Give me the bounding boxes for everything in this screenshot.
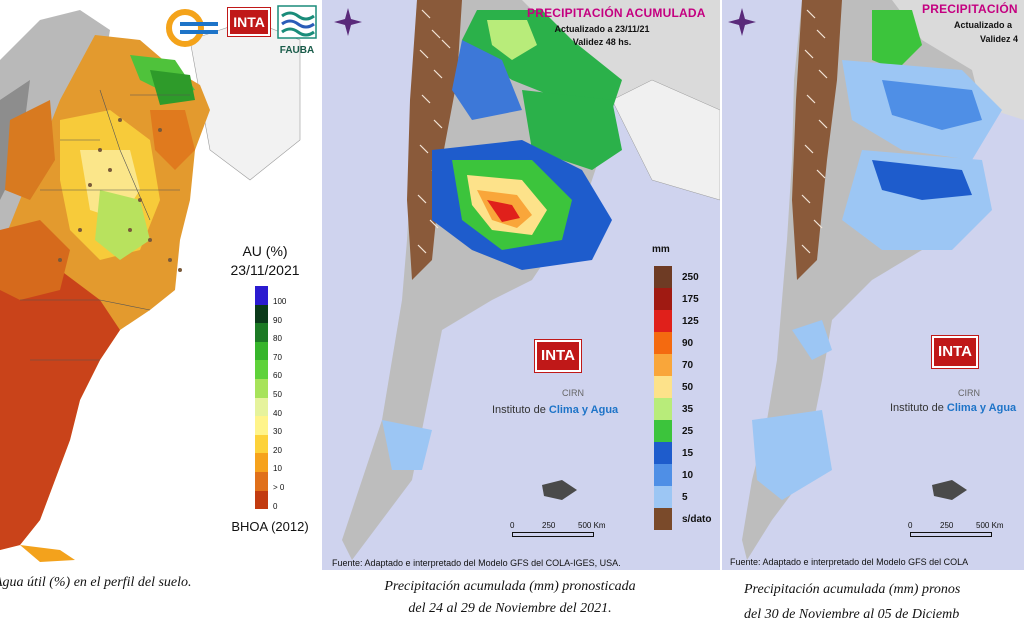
au-legend-label: 60 — [273, 371, 282, 381]
scale-bar-2 — [910, 532, 992, 537]
au-legend-swatch — [255, 490, 268, 510]
precip-map-panel-2: PRECIPITACIÓN Actualizado a Validez 4 IN… — [722, 0, 1024, 570]
scale-label-250-1: 250 — [542, 521, 556, 530]
precip-map-2 — [728, 0, 1024, 560]
precip-legend-swatch — [654, 508, 672, 530]
au-legend-label: 50 — [273, 390, 282, 399]
precip-legend-label: 25 — [682, 426, 694, 437]
au-legend-swatch — [255, 286, 268, 305]
inta-logo: INTA — [227, 7, 271, 37]
precip-legend-label: 35 — [682, 404, 694, 415]
institute-prefix-1: Instituto de — [492, 404, 549, 416]
precip-legend-label: 15 — [682, 448, 694, 459]
fauba-logo: FAUBA — [276, 4, 318, 56]
legend-title: AU (%) — [242, 243, 288, 259]
au-legend-swatch — [255, 379, 268, 398]
precip-title-2: PRECIPITACIÓN — [922, 2, 1018, 16]
precip-legend-swatch — [654, 464, 672, 486]
au-legend-swatch — [255, 360, 268, 379]
institute-highlight-2: Clima y Agua — [946, 402, 1017, 414]
cima-logo — [165, 8, 220, 48]
compass-rose-2 — [728, 8, 756, 36]
fauba-label: FAUBA — [279, 45, 315, 56]
precip-legend-swatch — [654, 398, 672, 420]
precip-legend-swatch — [654, 376, 672, 398]
cirn-label-2: CIRN — [958, 388, 980, 398]
au-legend-label: 100 — [273, 297, 287, 306]
precip-legend-swatch — [654, 420, 672, 442]
caption-precip-1a: Precipitación acumulada (mm) pronosticad… — [384, 579, 636, 594]
precip-legend-label: 125 — [682, 316, 699, 327]
institute-1: Instituto de Clima y Agua — [492, 404, 618, 416]
au-legend-swatch — [255, 304, 268, 324]
scale-bar-1 — [512, 532, 594, 537]
precip-legend-swatch — [654, 442, 672, 464]
caption-precip-2a: Precipitación acumulada (mm) pronos — [744, 582, 961, 597]
inta-logo-2: INTA — [931, 335, 979, 369]
au-legend-swatch — [255, 434, 268, 454]
precip-legend-label: s/dato — [682, 514, 712, 525]
au-legend-label: > 0 — [273, 483, 285, 492]
source-1: Fuente: Adaptado e interpretado del Mode… — [332, 558, 621, 568]
scale-label-0-2: 0 — [908, 521, 913, 530]
institute-highlight-1: Clima y Agua — [548, 404, 619, 416]
caption-precip-2b: del 30 de Noviembre al 05 de Diciemb — [744, 607, 960, 622]
scale-label-500-2: 500 Km — [976, 521, 1004, 530]
compass-rose — [334, 8, 362, 36]
au-legend-label: 90 — [273, 315, 282, 325]
legend-date: 23/11/2021 — [230, 262, 300, 278]
source-2: Fuente: Adaptado e interpretado del Mode… — [730, 557, 969, 567]
precip-title-1: PRECIPITACIÓN ACUMULADA — [527, 6, 706, 20]
au-legend-label: 10 — [273, 464, 282, 474]
precip-legend-label: 50 — [682, 382, 694, 393]
scale-label-500-1: 500 Km — [578, 521, 606, 530]
legend-footer: BHOA (2012) — [231, 519, 309, 534]
institute-2: Instituto de Clima y Agua — [890, 402, 1016, 414]
soil-water-map — [0, 10, 301, 562]
precip-legend-label: 70 — [682, 360, 694, 371]
precip-legend-label: 90 — [682, 338, 694, 349]
institute-prefix-2: Instituto de — [890, 402, 947, 414]
precip-legend-swatch — [654, 486, 672, 508]
caption-au: Agua útil (%) en el perfil del suelo. — [0, 575, 192, 590]
precip-updated-1: Actualizado a 23/11/21 — [554, 24, 650, 34]
precip-legend-swatch — [654, 354, 672, 376]
au-legend-label: 30 — [273, 427, 282, 437]
au-legend-swatch — [255, 472, 268, 491]
au-legend-label: 40 — [273, 408, 282, 418]
au-legend-swatch — [255, 341, 268, 361]
precip-legend-label: 175 — [682, 294, 699, 305]
inta-logo-1: INTA — [534, 339, 582, 373]
precip-map-1 — [334, 0, 720, 560]
au-legend-label: 20 — [273, 445, 282, 455]
caption-precip-1b: del 24 al 29 de Noviembre del 2021. — [408, 601, 612, 616]
scale-label-250-2: 250 — [940, 521, 954, 530]
au-legend-label: 80 — [273, 334, 282, 344]
au-legend-swatch — [255, 453, 268, 472]
precip-legend-label: 250 — [682, 272, 699, 283]
au-legend-label: 0 — [273, 501, 278, 511]
precip-legend-label: 5 — [682, 492, 688, 503]
precip-map-panel-1: PRECIPITACIÓN ACUMULADA Actualizado a 23… — [322, 0, 720, 570]
precip-legend-swatch — [654, 288, 672, 310]
precip-legend-swatch — [654, 310, 672, 332]
scale-label-0-1: 0 — [510, 521, 515, 530]
cirn-label-1: CIRN — [562, 388, 584, 398]
au-legend-swatch — [255, 323, 268, 342]
precip-validity-2: Validez 4 — [980, 34, 1019, 44]
precip-validity-1: Validez 48 hs. — [572, 37, 632, 47]
precip-updated-2: Actualizado a — [954, 20, 1013, 30]
precip-legend-swatch — [654, 332, 672, 354]
au-legend-swatch — [255, 397, 268, 417]
precip-legend-label: 10 — [682, 470, 694, 481]
soil-water-map-panel: INTA FAUBA AU (%) 23/11/2021 100 90 80 70 60… — [0, 0, 320, 570]
precip-unit: mm — [652, 244, 670, 255]
au-legend-swatch — [255, 416, 268, 435]
au-legend-label: 70 — [273, 352, 282, 362]
precip-legend-swatch — [654, 266, 672, 288]
